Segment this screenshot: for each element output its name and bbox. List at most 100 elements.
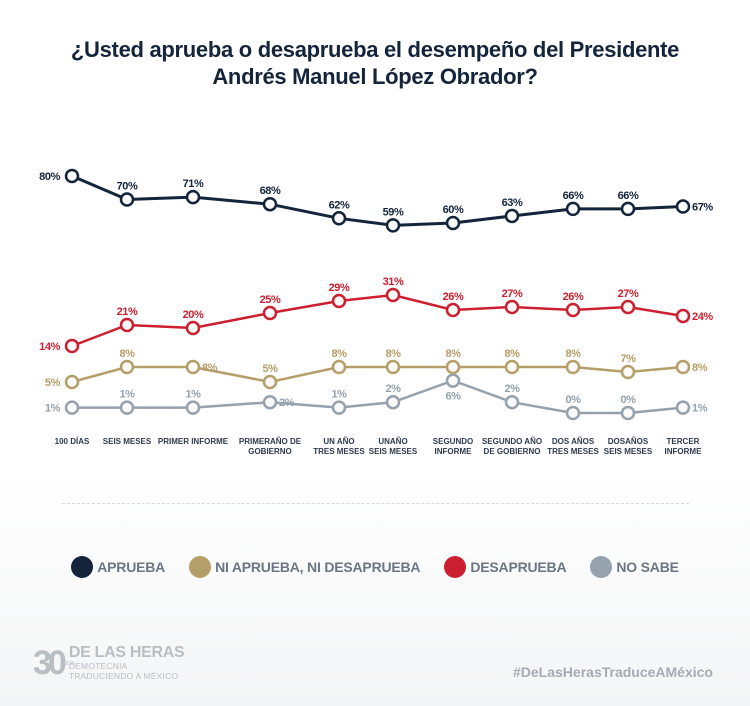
data-label-desaprueba: 14% — [39, 341, 60, 353]
data-label-aprueba: 70% — [117, 181, 138, 193]
x-tick-label-line: TRES MESES — [313, 447, 365, 456]
x-tick-label-line: TERCER — [666, 437, 700, 446]
data-point-no-sabe — [565, 405, 581, 421]
legend-swatch-aprueba — [71, 556, 94, 578]
data-point-desaprueba — [64, 338, 80, 354]
x-tick-label: SEIS MESES — [82, 437, 172, 447]
x-tick-label-line: DE GOBIERNO — [483, 447, 541, 456]
data-point-ni-aprueba-ni-desaprueba — [185, 359, 201, 375]
legend-swatch-ni-aprueba — [189, 556, 212, 578]
data-label-no-sabe: 0% — [620, 394, 636, 406]
data-point-aprueba — [262, 196, 278, 212]
data-label-no-sabe: 2% — [385, 383, 401, 395]
data-point-no-sabe — [64, 400, 80, 415]
data-point-desaprueba — [565, 302, 581, 318]
x-tick-label-line: GOBIERNO — [248, 447, 292, 456]
data-label-ni-aprueba-ni-desaprueba: 8% — [119, 348, 135, 360]
data-label-aprueba: 68% — [260, 185, 281, 197]
data-label-desaprueba: 27% — [618, 288, 639, 300]
legend-item-no-sabe: NO SABE — [590, 556, 679, 578]
data-point-aprueba — [64, 168, 80, 184]
series-line-aprueba — [71, 174, 684, 227]
data-label-aprueba: 80% — [39, 171, 60, 183]
data-point-desaprueba — [331, 293, 347, 309]
data-point-desaprueba — [385, 287, 401, 303]
data-label-ni-aprueba-ni-desaprueba: 5% — [45, 377, 61, 389]
data-label-no-sabe: 0% — [565, 394, 581, 406]
legend-item-aprueba: APRUEBA — [71, 556, 165, 578]
data-label-desaprueba: 27% — [502, 288, 523, 300]
data-label-desaprueba: 26% — [443, 291, 464, 303]
data-point-no-sabe — [185, 400, 201, 415]
data-label-aprueba: 59% — [383, 206, 404, 218]
logo-name: DE LAS HERAS — [68, 644, 185, 661]
x-tick-label: DOS AÑOS TRES MESES — [528, 437, 618, 457]
data-point-no-sabe — [675, 400, 691, 415]
legend-label-desaprueba: DESAPRUEBA — [470, 559, 567, 575]
x-tick-label-line: UNAÑO — [378, 437, 408, 446]
data-label-desaprueba: 25% — [260, 294, 281, 306]
data-label-ni-aprueba-ni-desaprueba: 8% — [504, 348, 520, 360]
data-point-desaprueba — [262, 305, 278, 321]
data-label-aprueba: 62% — [329, 199, 350, 211]
data-point-no-sabe — [119, 400, 135, 415]
data-label-no-sabe: 1% — [692, 403, 708, 415]
series-line-ni-aprueba-ni-desaprueba — [71, 365, 684, 384]
x-tick-label-line: TRES MESES — [547, 447, 599, 456]
data-label-ni-aprueba-ni-desaprueba: 8% — [445, 348, 461, 360]
x-tick-label-line: SEIS MESES — [102, 437, 152, 446]
x-tick-label-line: DOSAÑOS — [607, 437, 649, 446]
data-label-aprueba: 66% — [563, 190, 584, 202]
data-point-aprueba — [445, 215, 461, 231]
series-line-no-sabe — [72, 379, 684, 415]
series-line-desaprueba — [71, 293, 684, 348]
data-point-ni-aprueba-ni-desaprueba — [565, 359, 581, 375]
data-point-ni-aprueba-ni-desaprueba — [504, 359, 520, 375]
legend-swatch-desaprueba — [444, 556, 467, 578]
data-point-aprueba — [565, 201, 581, 217]
data-point-ni-aprueba-ni-desaprueba — [119, 359, 135, 375]
data-label-no-sabe: 1% — [185, 389, 201, 401]
data-label-no-sabe: 6% — [445, 391, 461, 403]
data-point-ni-aprueba-ni-desaprueba — [262, 374, 278, 390]
x-tick-label-line: INFORME — [664, 447, 702, 456]
data-label-ni-aprueba-ni-desaprueba: 5% — [262, 363, 278, 375]
logo-subtitle-1: DEMOTECNIA — [68, 661, 128, 671]
data-point-aprueba — [185, 189, 201, 205]
data-point-aprueba — [385, 218, 401, 233]
data-point-no-sabe — [331, 400, 347, 415]
x-tick-label-line: PRIMER INFORME — [157, 437, 229, 446]
legend-item-ni-aprueba: NI APRUEBA, NI DESAPRUEBA — [189, 556, 421, 578]
legend-label-aprueba: APRUEBA — [97, 559, 166, 575]
x-tick-label: UN AÑO TRES MESES — [294, 437, 384, 457]
data-label-ni-aprueba-ni-desaprueba: 7% — [620, 353, 636, 365]
data-point-desaprueba — [504, 299, 520, 315]
x-tick-label-line: UN AÑO — [323, 437, 355, 446]
data-label-desaprueba: 31% — [383, 276, 404, 288]
data-point-desaprueba — [675, 308, 691, 324]
data-label-no-sabe: 2% — [504, 383, 520, 395]
x-tick-label-line: DOS AÑOS — [551, 437, 595, 446]
data-label-no-sabe: 1% — [331, 389, 347, 401]
data-label-desaprueba: 24% — [692, 311, 713, 323]
data-point-aprueba — [119, 192, 135, 207]
x-tick-label: 100 DÍAS — [27, 437, 117, 447]
logo-anos: AÑOS — [60, 661, 75, 667]
data-point-aprueba — [675, 199, 691, 214]
x-tick-label: TERCER INFORME — [638, 437, 728, 457]
x-tick-label: SEGUNDO AÑO DE GOBIERNO — [467, 437, 557, 457]
legend-swatch-no-sabe — [590, 556, 613, 578]
brand-logo: 30 AÑOS DE LAS HERAS DEMOTECNIA TRADUCIE… — [33, 644, 185, 682]
legend: APRUEBA NI APRUEBA, NI DESAPRUEBA DESAPR… — [0, 556, 750, 578]
data-point-no-sabe — [504, 394, 520, 410]
data-point-no-sabe — [385, 394, 401, 410]
logo-subtitle-2: TRADUCIENDO A MÉXICO — [68, 671, 179, 681]
data-label-aprueba: 60% — [443, 204, 464, 216]
chart-title-line-2: Andrés Manuel López Obrador? — [212, 64, 538, 89]
data-label-desaprueba: 20% — [183, 309, 204, 321]
data-point-ni-aprueba-ni-desaprueba — [620, 364, 636, 380]
chart-title: ¿Usted aprueba o desaprueba el desempeño… — [0, 36, 750, 90]
line-chart: 1% 1% 1% 2% 1% 2% 6% 2% 0% 0% 1% 5% 8% 8% 5% 8% 8% 8% 8% 8%… — [39, 168, 714, 421]
x-tick-label: PRIMER INFORME — [148, 437, 238, 447]
x-tick-label-line: PRIMERAÑO DE — [238, 437, 302, 446]
